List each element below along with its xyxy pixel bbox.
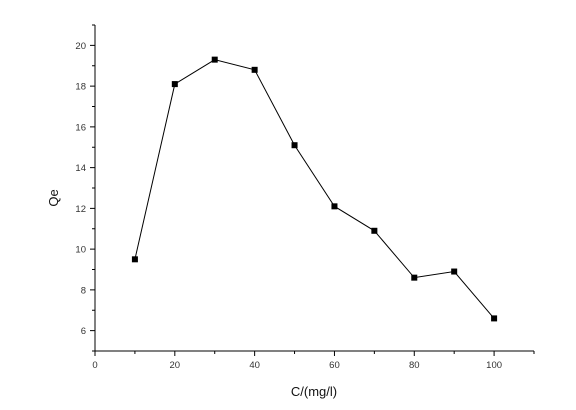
x-tick-label: 80 <box>409 360 420 371</box>
y-tick-label: 16 <box>75 122 86 133</box>
y-tick-label: 12 <box>75 204 86 215</box>
y-tick-label: 10 <box>75 245 86 256</box>
x-tick-label: 0 <box>92 360 97 371</box>
y-tick-label: 14 <box>75 163 86 174</box>
data-point <box>131 256 138 263</box>
data-point <box>291 142 298 149</box>
x-tick-label: 100 <box>486 360 502 371</box>
x-tick-label: 20 <box>170 360 181 371</box>
x-tick-label: 40 <box>249 360 260 371</box>
y-tick-label: 20 <box>75 41 86 52</box>
data-point <box>331 203 338 210</box>
data-point <box>451 268 458 275</box>
data-point <box>411 274 418 281</box>
axes: 0 20 40 60 80 100 6 8 10 12 14 16 18 20 <box>75 24 535 371</box>
y-tick-label: 6 <box>81 326 86 337</box>
x-tick-label: 60 <box>329 360 340 371</box>
x-axis-title: C/(mg/l) <box>291 384 337 399</box>
data-point <box>371 227 378 234</box>
data-point <box>171 81 178 88</box>
plot-area <box>131 56 498 322</box>
y-tick-label: 8 <box>81 285 86 296</box>
data-point <box>491 315 498 322</box>
y-tick-label: 18 <box>75 82 86 93</box>
series-line <box>134 59 495 319</box>
data-point <box>211 56 218 63</box>
y-axis-title: Qe <box>46 189 61 206</box>
data-point <box>251 66 258 73</box>
